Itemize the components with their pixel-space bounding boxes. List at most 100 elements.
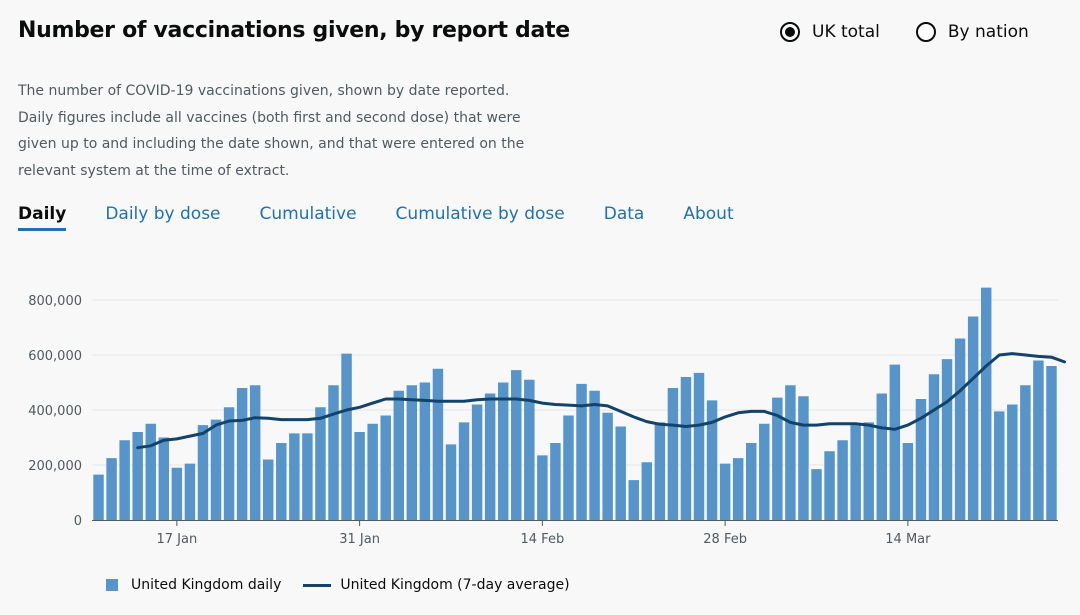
bar bbox=[380, 415, 391, 520]
bar bbox=[994, 411, 1005, 520]
bar bbox=[210, 419, 222, 520]
bar bbox=[406, 385, 418, 520]
y-tick-label: 600,000 bbox=[28, 349, 82, 364]
radio-uk-total[interactable]: UK total bbox=[780, 22, 880, 42]
legend-bar-label: United Kingdom daily bbox=[131, 577, 282, 593]
bar bbox=[706, 400, 718, 520]
legend-line-label: United Kingdom (7-day average) bbox=[340, 577, 570, 593]
page-title: Number of vaccinations given, by report … bbox=[18, 18, 570, 43]
bar bbox=[458, 422, 470, 520]
bar bbox=[249, 385, 261, 520]
y-tick-label: 400,000 bbox=[28, 404, 82, 419]
bar bbox=[824, 451, 835, 520]
bar bbox=[132, 432, 143, 520]
tab-data[interactable]: Data bbox=[603, 204, 645, 224]
bar bbox=[119, 440, 130, 520]
x-tick-label: 17 Jan bbox=[156, 532, 197, 547]
bar bbox=[223, 407, 235, 520]
bar bbox=[184, 463, 196, 520]
bar bbox=[772, 397, 783, 520]
bar bbox=[197, 425, 209, 520]
bar bbox=[615, 426, 626, 520]
y-tick-label: 200,000 bbox=[28, 459, 82, 474]
x-tick-label: 14 Mar bbox=[885, 532, 931, 547]
bar bbox=[236, 388, 248, 520]
x-tick-label: 14 Feb bbox=[521, 532, 565, 547]
bar bbox=[289, 433, 300, 520]
bar bbox=[550, 443, 561, 520]
bar bbox=[328, 385, 339, 520]
radio-uk-total-label: UK total bbox=[812, 22, 880, 42]
bar bbox=[915, 399, 927, 520]
bar bbox=[576, 383, 587, 520]
bar bbox=[367, 423, 378, 520]
bar bbox=[302, 433, 313, 520]
bar bbox=[106, 458, 117, 520]
bar bbox=[419, 382, 431, 520]
bar bbox=[785, 385, 796, 520]
bar bbox=[954, 338, 966, 520]
bar bbox=[393, 390, 404, 520]
legend-bar-swatch-icon bbox=[106, 579, 118, 591]
seven-day-average-line bbox=[136, 352, 1066, 450]
chart-legend: United Kingdom daily United Kingdom (7-d… bbox=[106, 577, 570, 593]
bar bbox=[1020, 385, 1031, 520]
bar bbox=[941, 359, 953, 520]
chart-description: The number of COVID-19 vaccinations give… bbox=[18, 83, 525, 179]
bar bbox=[876, 393, 887, 520]
y-tick-label: 0 bbox=[74, 514, 82, 529]
bar bbox=[1046, 366, 1057, 520]
tab-cumulative-by-dose[interactable]: Cumulative by dose bbox=[395, 204, 565, 224]
bar bbox=[837, 440, 848, 520]
bar bbox=[719, 463, 731, 520]
radio-unselected-icon[interactable] bbox=[915, 22, 936, 42]
bar bbox=[511, 370, 522, 520]
bar bbox=[158, 437, 170, 520]
radio-selected-icon[interactable] bbox=[780, 22, 800, 42]
bar bbox=[928, 374, 940, 520]
y-tick-label: 800,000 bbox=[28, 294, 82, 309]
bar bbox=[693, 372, 705, 520]
bar bbox=[759, 423, 770, 520]
bar bbox=[276, 443, 287, 520]
bar bbox=[497, 382, 509, 520]
bar bbox=[863, 422, 874, 520]
chart-tabs: Daily Daily by dose Cumulative Cumulativ… bbox=[18, 204, 734, 231]
bar bbox=[589, 390, 600, 520]
x-tick-label: 28 Feb bbox=[703, 532, 747, 547]
legend-line-swatch-icon bbox=[303, 583, 332, 587]
bar bbox=[524, 379, 535, 520]
bar bbox=[798, 396, 809, 520]
bar bbox=[628, 480, 639, 520]
bar bbox=[341, 353, 352, 520]
bar bbox=[1007, 404, 1018, 520]
bar bbox=[171, 467, 183, 520]
bar bbox=[850, 425, 861, 520]
bar bbox=[902, 443, 914, 520]
x-tick-label: 31 Jan bbox=[339, 532, 380, 547]
vaccinations-chart: 0 200,000 400,000 600,000 800,000 17 Jan 31 Ja… bbox=[28, 287, 1066, 547]
bar bbox=[563, 415, 574, 520]
radio-dot-icon bbox=[785, 27, 795, 37]
bar bbox=[93, 474, 104, 520]
bar bbox=[354, 432, 365, 520]
view-toggle: UK total By nation bbox=[780, 22, 1029, 42]
tab-daily[interactable]: Daily bbox=[18, 204, 67, 231]
bar bbox=[263, 459, 274, 520]
bar bbox=[432, 368, 444, 520]
bar bbox=[145, 423, 156, 520]
bar bbox=[889, 364, 901, 520]
tab-cumulative[interactable]: Cumulative bbox=[259, 204, 357, 224]
tab-daily-by-dose[interactable]: Daily by dose bbox=[105, 204, 221, 224]
bar bbox=[1033, 360, 1044, 520]
bar bbox=[537, 455, 548, 520]
bar bbox=[746, 443, 757, 520]
bar bbox=[980, 287, 992, 520]
radio-by-nation[interactable]: By nation bbox=[915, 22, 1029, 42]
bar bbox=[445, 444, 457, 520]
bar bbox=[654, 422, 666, 520]
bar bbox=[732, 458, 744, 520]
tab-about[interactable]: About bbox=[683, 204, 734, 224]
bar bbox=[484, 393, 496, 520]
bar bbox=[667, 388, 679, 520]
